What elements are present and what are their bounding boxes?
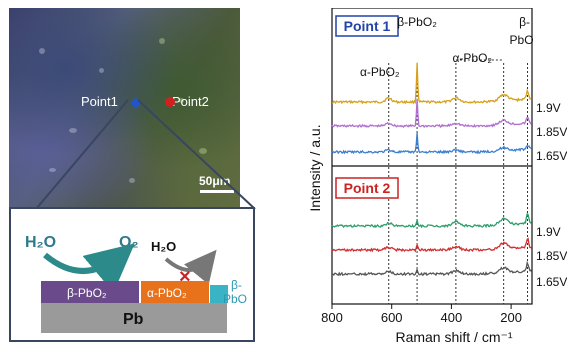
point2-label: Point2 (172, 94, 209, 109)
annotation-alpha-pbo2: α-PbO₂ (360, 65, 400, 79)
panel-title-box (335, 177, 399, 199)
schematic-drawing: H₂O O₂ H₂O × β-PbO₂ α-PbO₂ β- PbO Pb (25, 234, 247, 333)
panel-title-box (335, 15, 399, 37)
beta-pbo2-label: β-PbO₂ (67, 286, 107, 300)
pb-substrate (41, 303, 227, 333)
plot-frame (331, 8, 533, 305)
series-line (331, 98, 533, 129)
series-line (331, 237, 532, 253)
reaction-arrow (43, 243, 135, 293)
panel-title: Point 1 (344, 18, 391, 34)
zoom-lines (35, 99, 256, 210)
annotation-beta-pbo2: β-PbO₂ (397, 15, 437, 29)
series-line (331, 212, 533, 229)
h2o-right-label: H₂O (151, 239, 176, 254)
series-line (332, 62, 532, 105)
alpha-pbo2-block (141, 281, 209, 303)
raman-chart: Intensity / a.u. Raman shift / cm⁻¹ 800 6… (307, 8, 567, 345)
series-label: 1.65V (536, 149, 567, 163)
series-label: 1.9V (536, 101, 561, 115)
beta-pbo-label-2: PbO (223, 292, 247, 306)
point2-marker (165, 97, 175, 107)
annotation-alpha-pbo2-2: α-PbO₂ (452, 51, 492, 65)
alpha-pbo2-label: α-PbO₂ (147, 286, 187, 300)
scale-bar (200, 190, 234, 193)
x-axis-label: Raman shift / cm⁻¹ (395, 329, 512, 345)
y-axis-label: Intensity / a.u. (307, 124, 323, 211)
x-tick-label: 800 (321, 310, 343, 325)
point1-label: Point1 (81, 94, 118, 109)
series-label: 1.85V (536, 249, 567, 263)
panel-title: Point 2 (344, 180, 391, 196)
beta-pbo-block (210, 285, 228, 303)
x-tick-label: 600 (381, 310, 403, 325)
h2o-left-label: H₂O (25, 234, 56, 251)
annotation-pbo: PbO (510, 33, 534, 47)
schematic-panel: H₂O O₂ H₂O × β-PbO₂ α-PbO₂ β- PbO Pb (9, 207, 255, 342)
beta-pbo2-block (41, 281, 139, 303)
series-label: 1.9V (536, 225, 561, 239)
micrograph-image: Point1 Point2 50μm (9, 8, 240, 207)
o2-label: O₂ (119, 234, 139, 251)
blocked-arrow (164, 249, 217, 285)
series-line (331, 260, 533, 277)
x-tick-label: 400 (441, 310, 463, 325)
series-label: 1.85V (536, 125, 567, 139)
series-line (331, 132, 532, 155)
pb-label: Pb (123, 311, 144, 328)
cross-mark-icon: × (179, 266, 191, 288)
annotation-beta: β- (519, 15, 530, 29)
x-tick-label: 200 (500, 310, 522, 325)
beta-pbo-label-1: β- (231, 278, 242, 292)
series-label: 1.65V (536, 275, 567, 289)
